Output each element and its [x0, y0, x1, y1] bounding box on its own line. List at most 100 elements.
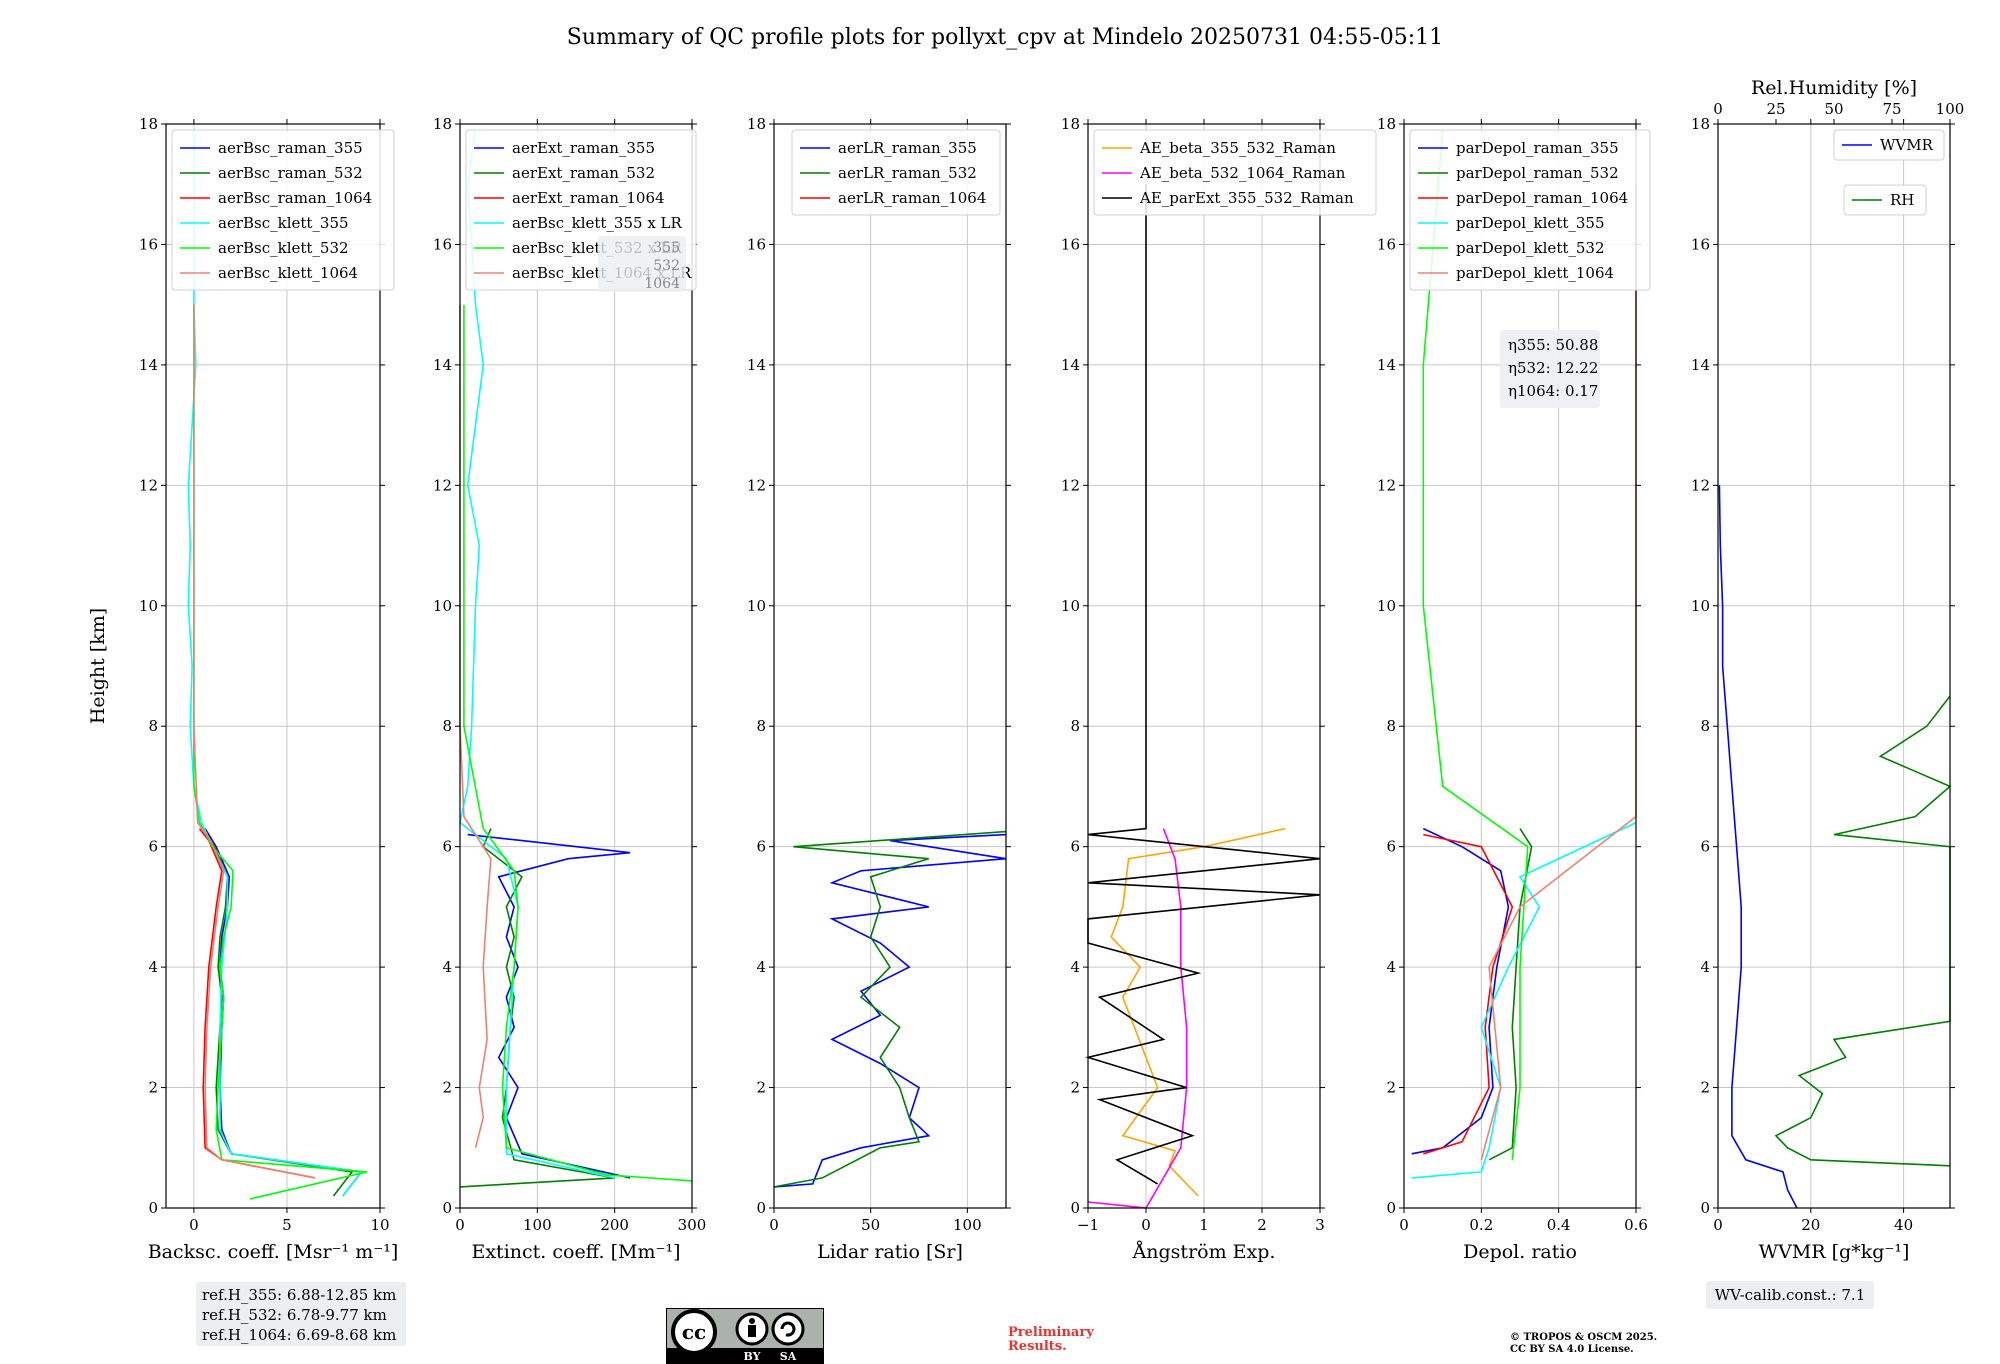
x-tick-label: 0 [1713, 1216, 1723, 1234]
legend-label: parDepol_klett_1064 [1456, 264, 1614, 282]
x-tick-label: 1 [1199, 1216, 1209, 1234]
legend-label: aerBsc_raman_532 [218, 164, 363, 182]
series-line-aerbsc-klett-532-x-lr [463, 304, 693, 1182]
series-line-pardepol-raman-1064 [1423, 833, 1514, 1155]
y-tick-label: 0 [756, 1199, 766, 1217]
x-tick-label: 0 [769, 1216, 779, 1234]
axes-frame [165, 123, 381, 1209]
legend-label: aerBsc_klett_355 [218, 214, 349, 232]
x-tick-label: 5 [282, 1216, 292, 1234]
legend-label: parDepol_raman_1064 [1456, 189, 1628, 207]
x-tick-label: 10 [370, 1216, 389, 1234]
y-tick-label: 18 [1691, 115, 1710, 133]
y-tick-label: 10 [1691, 597, 1710, 615]
axes-frame [1403, 123, 1637, 1209]
legend-box [171, 129, 395, 291]
y-tick-label: 4 [756, 958, 766, 976]
legend-label: parDepol_raman_355 [1456, 139, 1619, 157]
annotation-text: 355 [653, 240, 680, 256]
series-line-aerext-raman-532 [459, 828, 615, 1188]
x2-tick-label: 25 [1766, 100, 1785, 118]
y-tick-label: 6 [442, 838, 452, 856]
preliminary-note: Preliminary Results. [1008, 1326, 1094, 1354]
y-tick-label: 12 [139, 476, 158, 494]
legend-label: aerExt_raman_355 [512, 139, 655, 157]
legend-label: aerBsc_klett_1064 [218, 264, 358, 282]
ref-height-1064: ref.H_1064: 6.69-8.68 km [202, 1326, 397, 1344]
eta-text: η355: 50.88 [1508, 336, 1598, 354]
y-tick-label: 8 [756, 717, 766, 735]
wv-calibration-box: WV-calib.const.: 7.1 [1706, 1281, 1874, 1309]
legend-box [1843, 184, 1927, 216]
x-tick-label: 100 [523, 1216, 552, 1234]
series-line-pardepol-klett-532 [1422, 129, 1529, 1160]
eta-box [1500, 330, 1600, 408]
x-tick-label: 2 [1257, 1216, 1267, 1234]
x-axis-label: Lidar ratio [Sr] [817, 1241, 963, 1263]
y-tick-label: 10 [139, 597, 158, 615]
profile-panel-1: 0 2 4 6 8 10 12 14 16 18 0 5 10 Backsc. coeff. [Msr⁻¹… [87, 115, 398, 1263]
y-tick-label: 6 [1700, 838, 1710, 856]
x-tick-label: −1 [1077, 1216, 1099, 1234]
figure-title: Summary of QC profile plots for pollyxt_… [567, 25, 1443, 50]
series-line-wvmr [1718, 485, 1798, 1209]
y-tick-label: 18 [139, 115, 158, 133]
y-tick-label: 4 [1070, 958, 1080, 976]
x-tick-label: 0 [455, 1216, 465, 1234]
annotation-text: 532 [653, 258, 680, 274]
y-tick-label: 16 [1691, 235, 1710, 253]
series-line-ae-beta-355-532-raman [1110, 827, 1286, 1197]
series-line-pardepol-klett-355 [1411, 821, 1637, 1179]
y-tick-label: 18 [433, 115, 452, 133]
x-axis-label: Backsc. coeff. [Msr⁻¹ m⁻¹] [148, 1241, 399, 1263]
y-tick-label: 4 [1386, 958, 1396, 976]
legend-label: aerBsc_raman_1064 [218, 189, 372, 207]
legend-label: AE_beta_532_1064_Raman [1139, 164, 1346, 182]
x2-tick-label: 50 [1824, 100, 1843, 118]
y-tick-label: 12 [1377, 476, 1396, 494]
x-tick-label: 300 [678, 1216, 707, 1234]
annotation-box [598, 236, 686, 292]
x-tick-label: 40 [1894, 1216, 1913, 1234]
x-tick-label: 200 [600, 1216, 629, 1234]
x-axis-label: Ångström Exp. [1132, 1241, 1276, 1263]
y-tick-label: 2 [442, 1079, 452, 1097]
series-line-aerlr-raman-532 [773, 830, 1007, 1188]
axes-frame [459, 123, 693, 1209]
ref-height-532: ref.H_532: 6.78-9.77 km [202, 1306, 387, 1324]
legend-box [1833, 129, 1945, 161]
legend-box [1409, 129, 1651, 291]
series-line-aerlr-raman-355 [773, 833, 1007, 1188]
profile-panel-3: 0 2 4 6 8 10 12 14 16 18 0 50 100 Lidar ratio [Sr] aer… [747, 115, 1011, 1263]
y-tick-label: 10 [1061, 597, 1080, 615]
x-tick-label: 0.6 [1624, 1216, 1648, 1234]
x2-axis-label: Rel.Humidity [%] [1751, 77, 1917, 99]
x-tick-label: 100 [953, 1216, 982, 1234]
y-tick-label: 2 [756, 1079, 766, 1097]
series-line-aerext-raman-355 [467, 833, 631, 1179]
legend-label: aerLR_raman_1064 [838, 189, 986, 207]
x-axis-label: Depol. ratio [1463, 1241, 1577, 1263]
y-tick-label: 14 [139, 356, 158, 374]
legend-label: AE_beta_355_532_Raman [1139, 139, 1336, 157]
series-line-aerbsc-klett-532 [193, 304, 368, 1200]
legend-label: parDepol_klett_532 [1456, 239, 1605, 257]
x-tick-label: 0.2 [1469, 1216, 1493, 1234]
series-line-aerbsc-klett-1064 [193, 304, 316, 1179]
copyright-line-1: © TROPOS & OSCM 2025. [1510, 1332, 1658, 1343]
cc-by-sa-license-icon: cc BY SA [666, 1308, 824, 1364]
x-axis-label: Extinct. coeff. [Mm⁻¹] [471, 1241, 680, 1263]
legend-label: RH [1890, 191, 1914, 209]
series-line-pardepol-raman-355 [1411, 827, 1510, 1155]
legend-label: aerBsc_raman_355 [218, 139, 363, 157]
y-tick-label: 14 [1377, 356, 1396, 374]
y-tick-label: 2 [1386, 1079, 1396, 1097]
y-tick-label: 10 [747, 597, 766, 615]
by-label: BY [744, 1350, 761, 1363]
y-tick-label: 0 [442, 1199, 452, 1217]
y-tick-label: 0 [148, 1199, 158, 1217]
y-tick-label: 0 [1700, 1199, 1710, 1217]
legend-box [1093, 129, 1377, 216]
ref-height-355: ref.H_355: 6.88-12.85 km [202, 1286, 397, 1304]
